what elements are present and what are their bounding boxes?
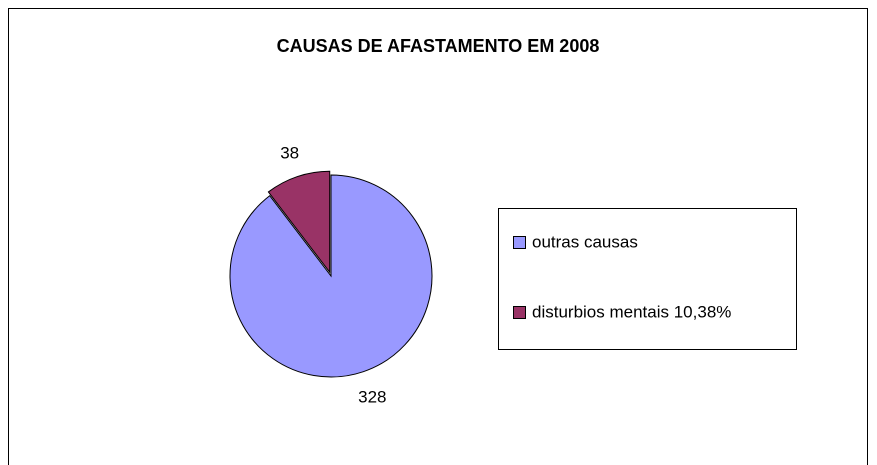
legend-swatch bbox=[513, 306, 526, 319]
pie-slice bbox=[229, 174, 433, 378]
legend-label: disturbios mentais 10,38% bbox=[532, 302, 731, 321]
data-label: 38 bbox=[280, 143, 299, 162]
legend-swatch bbox=[513, 236, 526, 249]
legend-label: outras causas bbox=[532, 232, 638, 251]
legend-box bbox=[498, 208, 797, 350]
pie-slice bbox=[267, 170, 331, 274]
chart-title: CAUSAS DE AFASTAMENTO EM 2008 bbox=[277, 36, 600, 56]
data-label: 328 bbox=[358, 388, 386, 407]
